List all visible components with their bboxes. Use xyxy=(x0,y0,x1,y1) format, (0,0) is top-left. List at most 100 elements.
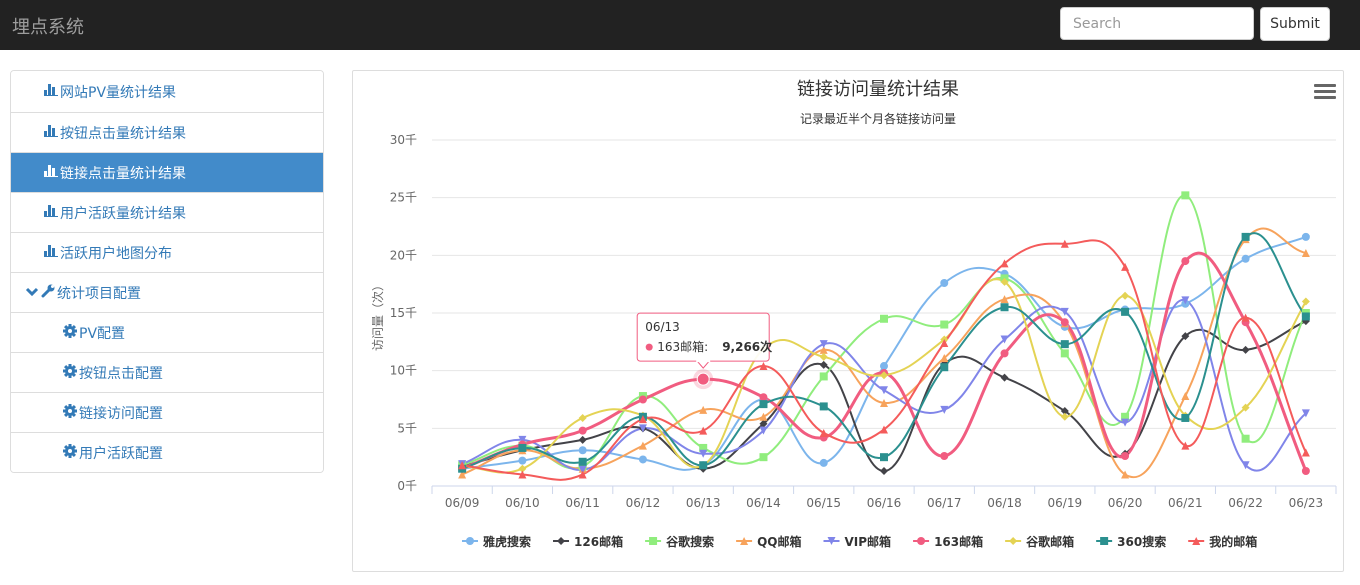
data-point xyxy=(940,320,949,329)
data-point xyxy=(1241,403,1250,412)
legend-marker xyxy=(649,537,658,545)
x-tick-label: 06/22 xyxy=(1228,496,1263,510)
data-point xyxy=(1121,307,1130,316)
chart-subtitle: 记录最近半个月各链接访问量 xyxy=(800,111,956,126)
data-point xyxy=(1000,303,1009,312)
data-point xyxy=(1181,332,1190,341)
y-tick-label: 5千 xyxy=(397,421,417,435)
data-point xyxy=(880,386,888,395)
legend-item[interactable]: 谷歌搜索 xyxy=(645,534,714,549)
data-point xyxy=(578,435,587,444)
series-line xyxy=(461,299,1307,472)
brand-title[interactable]: 埋点系统 xyxy=(12,17,84,38)
legend-item[interactable]: 360搜索 xyxy=(1096,534,1166,549)
sidebar-item-user-activity-config[interactable]: 用户活跃配置 xyxy=(11,432,323,472)
data-point xyxy=(819,458,828,467)
legend-item[interactable]: 163邮箱 xyxy=(913,534,983,549)
legend-item[interactable]: QQ邮箱 xyxy=(736,534,802,549)
data-point xyxy=(1060,412,1069,421)
x-tick-label: 06/15 xyxy=(806,496,841,510)
bar-chart-icon xyxy=(44,164,58,181)
data-point xyxy=(1060,340,1069,349)
legend-item[interactable]: 我的邮箱 xyxy=(1188,534,1257,549)
data-point xyxy=(819,428,828,437)
data-point xyxy=(819,352,828,361)
data-point xyxy=(1301,409,1310,418)
gear-icon xyxy=(63,443,77,462)
legend-item[interactable]: VIP邮箱 xyxy=(823,534,892,549)
data-point xyxy=(759,453,768,462)
legend-item[interactable]: 谷歌邮箱 xyxy=(1005,534,1074,549)
legend-marker xyxy=(1192,537,1201,545)
x-tick-label: 06/18 xyxy=(987,496,1022,510)
x-tick-label: 06/11 xyxy=(565,496,600,510)
sidebar-item-label: 活跃用户地图分布 xyxy=(60,245,172,262)
data-point xyxy=(819,360,828,369)
sidebar-item-button-config[interactable]: 按钮点击配置 xyxy=(11,352,323,392)
data-point xyxy=(1000,349,1009,358)
data-point xyxy=(1060,349,1069,358)
sidebar-item-button-stats[interactable]: 按钮点击量统计结果 xyxy=(11,112,323,152)
sidebar: 网站PV量统计结果 按钮点击量统计结果 链接点击量统计结果 用户活跃量统计结果 … xyxy=(10,70,324,473)
sidebar-item-link-stats[interactable]: 链接点击量统计结果 xyxy=(11,152,323,192)
data-point xyxy=(638,455,647,464)
sidebar-item-pv-config[interactable]: PV配置 xyxy=(11,312,323,352)
legend-label: 163邮箱 xyxy=(934,534,983,549)
data-point xyxy=(759,362,768,371)
submit-button[interactable]: Submit xyxy=(1260,7,1330,41)
data-point xyxy=(759,419,768,428)
data-point xyxy=(759,400,768,409)
series-line xyxy=(461,320,1307,473)
data-point xyxy=(1301,297,1310,306)
legend-item[interactable]: 126邮箱 xyxy=(553,534,623,549)
data-point xyxy=(1241,434,1250,443)
data-point xyxy=(880,453,888,462)
y-tick-label: 20千 xyxy=(390,248,417,262)
data-point xyxy=(1301,232,1310,241)
data-point xyxy=(1000,277,1009,286)
x-tick-label: 06/12 xyxy=(626,496,661,510)
legend-marker xyxy=(557,537,566,545)
chevron-down-icon xyxy=(25,285,39,301)
hover-point xyxy=(696,372,710,386)
data-point xyxy=(940,353,949,362)
sidebar-item-user-map[interactable]: 活跃用户地图分布 xyxy=(11,232,323,272)
data-point xyxy=(1301,467,1310,476)
legend-marker xyxy=(1100,537,1109,545)
chart-menu-icon[interactable] xyxy=(1314,84,1336,102)
sidebar-item-label: 用户活跃量统计结果 xyxy=(60,205,186,222)
legend-marker xyxy=(740,537,749,545)
sidebar-item-label: 链接访问配置 xyxy=(79,405,163,422)
legend-label: VIP邮箱 xyxy=(845,534,892,549)
data-point xyxy=(1241,313,1250,322)
data-point xyxy=(1121,452,1130,461)
data-point xyxy=(759,426,768,435)
sidebar-section-label: 统计项目配置 xyxy=(57,285,141,302)
data-point xyxy=(1241,461,1250,470)
data-point xyxy=(518,443,527,452)
sidebar-item-label: 按钮点击配置 xyxy=(79,365,163,382)
sidebar-section-config[interactable]: 统计项目配置 xyxy=(11,272,323,312)
line-chart: 链接访问量统计结果 记录最近半个月各链接访问量 访问量（次） 0千 5千 10千 15… xyxy=(371,79,1337,549)
y-tick-label: 10千 xyxy=(390,364,417,378)
data-point xyxy=(759,412,768,421)
data-point xyxy=(1241,345,1250,354)
sidebar-item-link-config[interactable]: 链接访问配置 xyxy=(11,392,323,432)
search-input[interactable] xyxy=(1060,7,1254,40)
data-point xyxy=(578,465,587,474)
data-point xyxy=(1121,262,1130,271)
data-point xyxy=(1060,318,1069,327)
sidebar-item-label: 按钮点击量统计结果 xyxy=(60,125,186,142)
data-point xyxy=(1121,291,1130,300)
sidebar-item-user-activity[interactable]: 用户活跃量统计结果 xyxy=(11,192,323,232)
data-point xyxy=(1000,373,1009,382)
x-tick-label: 06/21 xyxy=(1168,496,1203,510)
data-point xyxy=(1181,257,1190,266)
legend-marker xyxy=(827,537,836,545)
legend-item[interactable]: 雅虎搜索 xyxy=(462,534,531,549)
sidebar-item-pv-stats[interactable]: 网站PV量统计结果 xyxy=(11,71,323,112)
tooltip-bullet xyxy=(645,343,653,351)
tooltip-series-label: 163邮箱: xyxy=(657,339,708,354)
data-point xyxy=(880,398,888,407)
bar-chart-icon xyxy=(44,83,58,100)
